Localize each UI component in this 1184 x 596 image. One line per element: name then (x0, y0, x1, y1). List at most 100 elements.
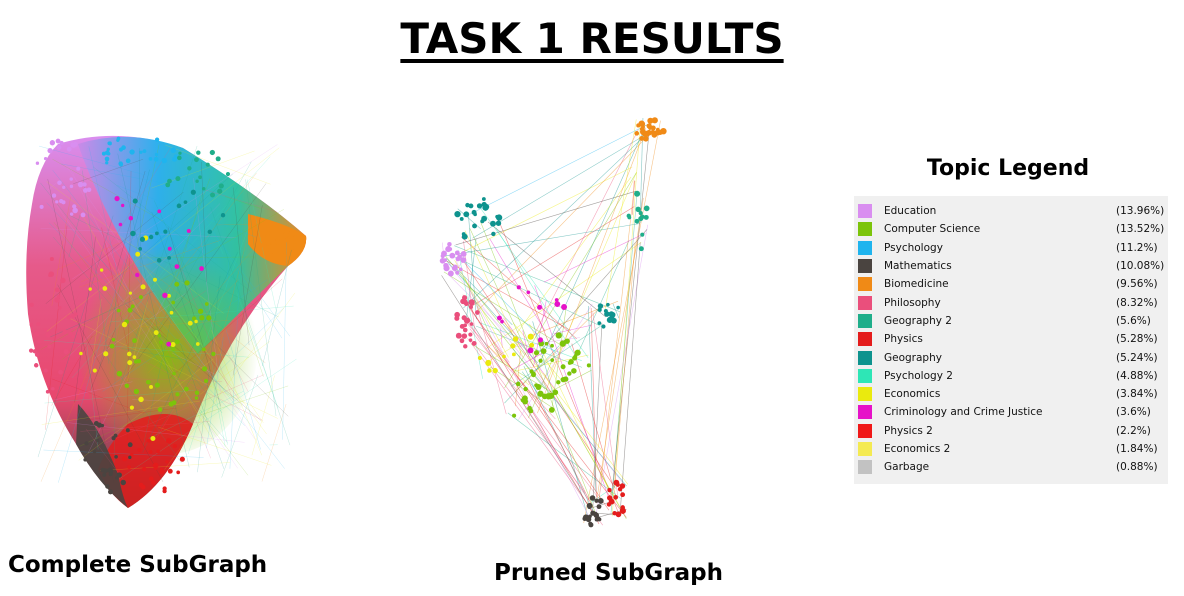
legend-item: Garbage (0.88%) (858, 458, 1158, 476)
network-edge (165, 144, 271, 185)
network-node (607, 487, 612, 493)
network-node (166, 341, 172, 347)
page-title: TASK 1 RESULTS (0, 14, 1184, 63)
network-node (170, 147, 177, 154)
network-edge (229, 214, 243, 469)
network-node (197, 308, 204, 314)
network-node (554, 301, 561, 307)
network-node (166, 438, 172, 444)
network-node (170, 342, 176, 348)
network-edge (469, 228, 534, 367)
legend-item: Criminology and Crime Justice (3.6%) (858, 403, 1158, 421)
network-node (196, 150, 201, 155)
network-node (451, 265, 458, 271)
network-edge (475, 127, 656, 313)
network-node (461, 333, 468, 339)
network-edge (80, 267, 112, 283)
network-node (132, 338, 137, 344)
network-node (69, 177, 73, 181)
network-node (82, 182, 87, 187)
network-node (124, 383, 130, 389)
network-node (148, 234, 154, 240)
network-edge (472, 135, 644, 239)
network-edge (487, 345, 530, 386)
network-node (289, 245, 295, 251)
network-edge (91, 335, 264, 421)
network-node (265, 234, 271, 239)
complete-subgraph-image (18, 124, 318, 514)
network-node (39, 204, 44, 209)
network-node (54, 297, 60, 303)
network-node (526, 290, 531, 295)
legend-swatch (858, 368, 872, 383)
complete-subgraph-hull (26, 135, 307, 508)
network-edge (471, 293, 590, 517)
network-edge (89, 261, 131, 362)
network-node (474, 310, 480, 315)
network-edge (171, 352, 219, 376)
topic-legend: Education (13.96%) Computer Science (13.52%… (854, 196, 1168, 484)
network-node (127, 360, 133, 366)
network-edge (245, 179, 277, 417)
network-edge (176, 255, 234, 401)
network-node (186, 229, 191, 233)
network-node (639, 135, 645, 141)
network-edge (112, 173, 233, 282)
network-edge (262, 248, 293, 367)
network-edge (455, 191, 636, 246)
network-node (544, 341, 549, 346)
network-node (603, 308, 608, 313)
legend-item-percent: (13.96%) (1116, 205, 1165, 218)
network-edge (124, 223, 198, 325)
network-node (643, 214, 649, 220)
network-node (199, 266, 204, 271)
network-node (548, 407, 555, 413)
network-node (491, 231, 496, 237)
network-node (140, 284, 146, 290)
network-edge (52, 376, 223, 382)
network-node (516, 285, 521, 290)
network-node (458, 267, 463, 272)
network-node (171, 346, 176, 351)
network-node (471, 340, 477, 346)
network-node (118, 222, 123, 227)
legend-swatch (858, 460, 872, 475)
network-edge (156, 359, 204, 438)
network-edge (500, 328, 503, 348)
network-node (62, 329, 67, 335)
network-edge (507, 412, 621, 499)
network-node (96, 422, 102, 428)
network-node (597, 517, 602, 522)
network-node (481, 215, 488, 222)
legend-swatch (858, 295, 872, 310)
network-edge (117, 172, 257, 354)
network-edge (194, 385, 289, 418)
network-edge (515, 310, 598, 392)
network-edge (162, 294, 239, 399)
network-node (555, 332, 562, 339)
network-edge (180, 343, 225, 469)
legend-swatch (858, 387, 872, 402)
network-node (167, 468, 173, 474)
network-edge (206, 337, 224, 449)
network-edge (154, 178, 210, 332)
network-node (128, 215, 134, 221)
network-edge (38, 353, 99, 397)
network-edge (88, 146, 119, 277)
network-edge (469, 123, 650, 215)
network-node (127, 442, 133, 448)
network-node (459, 338, 465, 344)
network-node (159, 469, 165, 475)
network-edge (52, 158, 164, 222)
network-node (71, 334, 75, 338)
legend-item-percent: (1.84%) (1116, 443, 1158, 455)
network-edge (612, 303, 620, 319)
network-node (133, 359, 139, 364)
network-node (149, 385, 153, 389)
network-node (45, 389, 50, 394)
network-node (469, 322, 474, 326)
network-node (33, 363, 39, 368)
network-node (178, 151, 182, 155)
network-node (594, 517, 599, 522)
network-node (606, 502, 612, 507)
